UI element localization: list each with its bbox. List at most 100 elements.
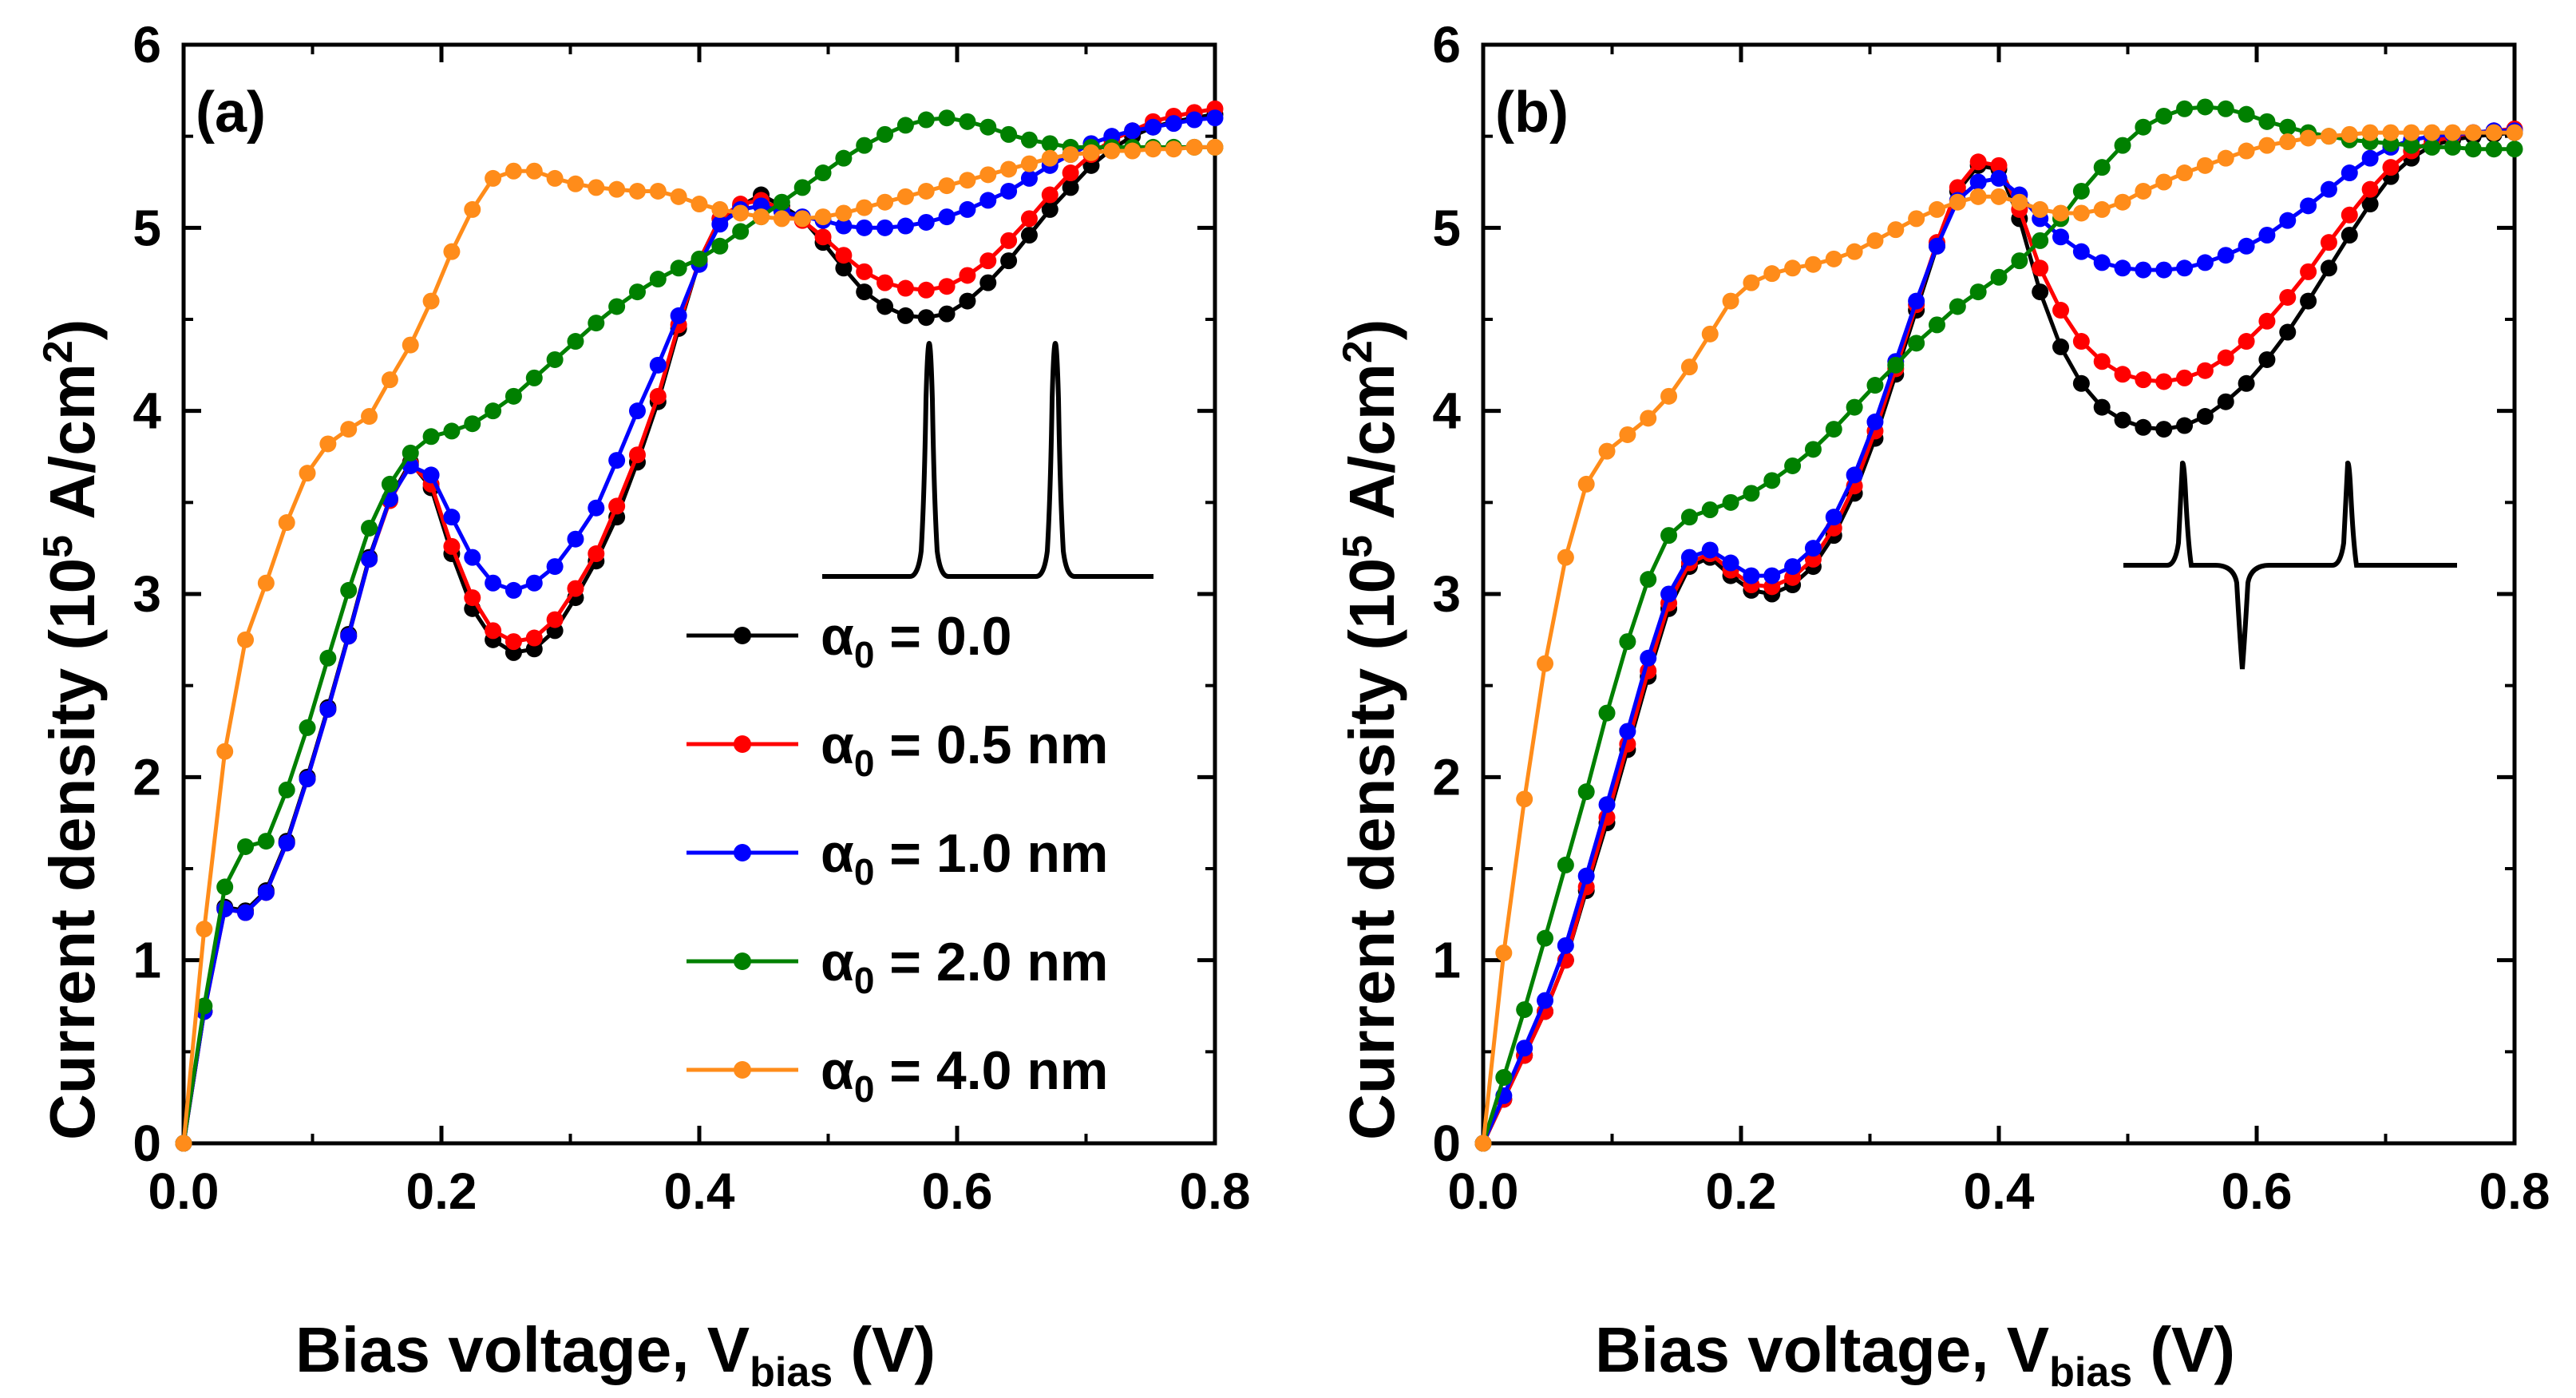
data-point-b-0: [2093, 398, 2111, 416]
data-point-b-3: [2424, 138, 2441, 156]
data-point-b-3: [1619, 633, 1636, 651]
data-point-b-2: [2279, 212, 2297, 229]
data-point-a-4: [588, 179, 605, 196]
data-point-a-4: [1144, 141, 1161, 158]
data-point-b-2: [1825, 509, 1842, 526]
data-point-a-0: [938, 305, 956, 323]
data-point-a-0: [1041, 200, 1058, 218]
data-point-b-3: [1825, 421, 1842, 438]
data-point-a-3: [670, 259, 687, 277]
data-point-a-3: [1020, 131, 1038, 149]
data-point-b-1: [2032, 259, 2049, 277]
data-point-b-4: [2382, 124, 2400, 141]
data-point-a-1: [505, 633, 522, 651]
data-point-b-3: [1598, 704, 1616, 722]
x-tick-label-a: 0.8: [1180, 1162, 1251, 1220]
data-point-a-3: [257, 833, 275, 850]
data-point-b-3: [1537, 929, 1554, 947]
data-point-a-4: [628, 182, 646, 200]
data-point-a-2: [237, 904, 255, 921]
data-point-b-3: [2135, 118, 2152, 136]
data-point-a-4: [690, 196, 708, 213]
data-point-a-3: [588, 315, 605, 332]
data-point-a-3: [402, 444, 419, 461]
data-point-a-4: [608, 180, 626, 198]
data-point-b-3: [1680, 509, 1698, 526]
data-point-a-2: [938, 208, 956, 226]
data-point-a-0: [1000, 252, 1018, 270]
data-point-a-4: [938, 177, 956, 195]
data-point-b-4: [2072, 204, 2090, 222]
y-tick-label-a: 0: [133, 1115, 161, 1172]
data-point-b-4: [2258, 137, 2276, 154]
data-point-b-2: [2196, 254, 2214, 271]
y-tick-label-a: 2: [133, 748, 161, 806]
data-point-b-1: [2176, 369, 2194, 386]
data-point-b-4: [1557, 549, 1574, 566]
inset-two-peaks-a: [822, 340, 1153, 579]
data-point-a-1: [917, 281, 935, 299]
data-point-a-4: [773, 210, 790, 228]
data-point-b-1: [2155, 373, 2173, 390]
data-point-a-4: [567, 175, 584, 192]
data-point-b-0: [2300, 292, 2317, 310]
data-point-a-2: [856, 219, 873, 236]
data-point-a-2: [257, 884, 275, 901]
data-point-a-3: [608, 298, 626, 315]
data-point-a-2: [546, 558, 564, 576]
data-point-a-2: [1206, 109, 1224, 127]
data-point-b-2: [1928, 237, 1945, 255]
data-point-a-4: [402, 336, 419, 354]
data-point-b-1: [2320, 234, 2337, 251]
data-point-a-1: [588, 545, 605, 563]
data-point-a-1: [959, 267, 976, 284]
data-point-a-3: [896, 117, 914, 134]
data-point-a-0: [917, 309, 935, 327]
data-point-b-2: [1557, 937, 1574, 954]
data-point-a-4: [175, 1135, 192, 1152]
data-point-a-2: [299, 770, 316, 788]
data-point-b-4: [2443, 124, 2461, 141]
data-point-b-1: [2258, 312, 2276, 330]
data-point-a-3: [649, 271, 667, 288]
data-point-b-1: [2300, 263, 2317, 280]
data-point-b-4: [2093, 200, 2111, 218]
data-point-b-1: [2238, 333, 2255, 350]
data-point-a-4: [361, 408, 378, 426]
data-point-a-2: [979, 192, 997, 209]
x-tick-label-b: 0.8: [2479, 1162, 2550, 1220]
data-point-a-3: [979, 118, 997, 136]
data-point-b-2: [1784, 558, 1802, 576]
legend-marker: [734, 844, 751, 861]
data-point-b-3: [2011, 252, 2028, 270]
data-point-b-4: [2032, 200, 2049, 218]
data-point-a-3: [793, 179, 811, 196]
data-point-a-1: [567, 580, 584, 597]
data-point-b-3: [1743, 485, 1760, 502]
data-point-a-4: [546, 169, 564, 187]
data-point-b-4: [1908, 210, 1925, 228]
data-point-b-2: [2135, 261, 2152, 279]
data-point-b-2: [2052, 228, 2070, 246]
data-point-b-4: [1887, 221, 1905, 239]
data-point-a-3: [1000, 125, 1018, 143]
data-point-a-2: [319, 700, 337, 718]
data-point-b-3: [1722, 493, 1739, 511]
data-point-b-2: [2258, 227, 2276, 244]
y-tick-label-b: 4: [1432, 382, 1461, 440]
data-point-a-4: [670, 188, 687, 205]
data-point-b-3: [1640, 571, 1657, 588]
data-point-b-2: [1537, 992, 1554, 1009]
panel-a: 0.0 0.2 0.4 0.6 0.8 0 1 2 3 4 5 6 (a) Bias voltage,…: [35, 16, 1250, 1396]
data-point-a-2: [876, 219, 894, 236]
data-point-a-1: [649, 387, 667, 405]
x-axis-title-b: Bias voltage, Vbias (V): [1595, 1314, 2235, 1396]
plot-frame-b: [1481, 42, 2517, 1146]
data-point-b-2: [2072, 243, 2090, 260]
data-point-b-1: [2382, 159, 2400, 176]
data-point-b-3: [2196, 98, 2214, 116]
data-point-a-3: [835, 149, 853, 167]
data-point-b-4: [1969, 188, 1987, 205]
data-point-b-2: [1598, 796, 1616, 814]
data-point-a-1: [464, 589, 481, 607]
